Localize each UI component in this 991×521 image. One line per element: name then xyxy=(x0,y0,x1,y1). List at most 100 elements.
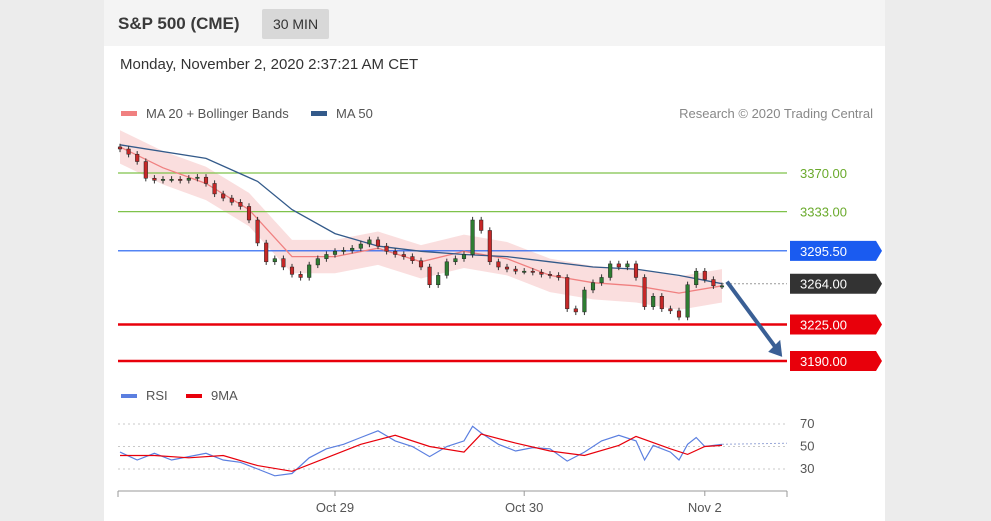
candle-body xyxy=(324,254,329,259)
candle-body xyxy=(143,161,148,179)
candle-body xyxy=(436,275,441,286)
timestamp: Monday, November 2, 2020 2:37:21 AM CET xyxy=(120,56,419,73)
candle-body xyxy=(711,279,716,287)
time-tick-label: Nov 2 xyxy=(688,500,722,515)
interval-button[interactable]: 30 MIN xyxy=(262,9,329,39)
candle-body xyxy=(358,243,363,249)
candle-body xyxy=(633,263,639,278)
bollinger-band xyxy=(120,130,722,310)
candle-body xyxy=(393,251,398,255)
candle-body xyxy=(350,247,355,251)
rsi-plot: 70 50 30 xyxy=(118,416,814,477)
candle-body xyxy=(642,277,647,307)
candle-body xyxy=(625,263,630,268)
candle-body xyxy=(238,202,243,207)
candle-body xyxy=(418,260,424,268)
candle-body xyxy=(212,183,217,195)
candle-body xyxy=(341,250,346,252)
rsi-ma-legend-label: 9MA xyxy=(211,388,238,403)
level-tag-3370.00: 3370.00 xyxy=(800,166,847,181)
rsi-tick-label: 70 xyxy=(800,416,814,431)
candle-body xyxy=(186,177,191,181)
rsi-legend-label: RSI xyxy=(146,388,168,403)
candle-body xyxy=(229,197,234,203)
candle-body xyxy=(195,176,200,179)
level-tag-box xyxy=(790,351,882,371)
candle-body xyxy=(281,258,286,268)
candle-body xyxy=(315,258,320,266)
candle-body xyxy=(427,266,432,286)
candle-body xyxy=(590,282,596,291)
rsi-ma-line xyxy=(120,433,723,472)
candle-body xyxy=(504,266,510,270)
candle-body xyxy=(599,277,604,283)
ma20-legend-label: MA 20 + Bollinger Bands xyxy=(146,106,289,121)
candle-body xyxy=(264,242,269,263)
rsi-tick-label: 30 xyxy=(800,461,814,476)
candle-body xyxy=(298,274,303,278)
forecast-arrow-shaft xyxy=(725,280,780,353)
candle-body xyxy=(651,296,656,307)
header-bar xyxy=(104,0,885,46)
candle-body xyxy=(117,146,123,150)
time-axis: Oct 29 Oct 30 Nov 2 xyxy=(117,490,788,515)
time-tick-label: Oct 30 xyxy=(505,500,543,515)
rsi-projection xyxy=(721,442,788,445)
candle-body xyxy=(522,270,527,273)
candle-body xyxy=(410,256,415,261)
level-label: 3333.00 xyxy=(800,205,847,220)
candle-body xyxy=(479,219,484,231)
candle-body xyxy=(289,266,295,275)
candle-body xyxy=(685,284,690,318)
candle-body xyxy=(513,268,518,272)
candle-body xyxy=(676,310,682,318)
candle-body xyxy=(135,153,140,162)
candle-body xyxy=(694,270,699,286)
candle-body xyxy=(178,179,183,181)
candle-body xyxy=(608,263,613,278)
level-label: 3264.00 xyxy=(800,277,847,292)
candle-body xyxy=(384,245,389,252)
candle-body xyxy=(255,219,260,244)
candle-body xyxy=(126,148,131,155)
rsi-tick-label: 50 xyxy=(800,439,814,454)
level-tag-box xyxy=(790,240,882,261)
candle-body xyxy=(152,177,157,181)
candle-body xyxy=(659,296,664,310)
candle-body xyxy=(573,308,578,313)
ma50-line xyxy=(119,144,723,285)
candle-body xyxy=(487,230,492,263)
time-tick-label: Oct 29 xyxy=(316,500,354,515)
candle-body xyxy=(375,239,381,247)
price-plot: 3370.00 3333.00 3295.50 3264.00 3225.00 3190.… xyxy=(117,130,882,371)
candle-body xyxy=(453,258,458,263)
level-tag-3333.00: 3333.00 xyxy=(800,205,847,220)
level-tag-box xyxy=(790,314,882,335)
candle-body xyxy=(444,261,449,276)
candle-body xyxy=(332,251,338,255)
level-tag-3190.00: 3190.00 xyxy=(790,351,882,371)
rsi-legend-swatch xyxy=(121,394,137,398)
candle-body xyxy=(160,179,166,181)
candle-body xyxy=(169,179,174,181)
level-tag-3264.00: 3264.00 xyxy=(790,273,882,294)
candle-body xyxy=(272,258,277,263)
rsi-legend: RSI 9MA xyxy=(121,388,238,403)
candle-body xyxy=(307,264,312,278)
candle-body xyxy=(565,277,570,310)
level-label: 3370.00 xyxy=(800,166,847,181)
candle-body xyxy=(246,206,252,221)
ma20-legend-swatch xyxy=(121,111,137,116)
research-credit: Research © 2020 Trading Central xyxy=(679,106,873,121)
level-tag-3295.50: 3295.50 xyxy=(790,240,882,261)
candle-body xyxy=(401,254,406,257)
level-label: 3190.00 xyxy=(800,354,847,369)
candle-body xyxy=(616,263,621,268)
forecast-arrow-head xyxy=(768,339,783,357)
candle-body xyxy=(539,271,544,275)
candle-body xyxy=(702,270,707,280)
candle-body xyxy=(668,308,673,312)
main-legend: MA 20 + Bollinger Bands MA 50 Research ©… xyxy=(121,106,873,121)
level-label: 3295.50 xyxy=(800,244,847,259)
